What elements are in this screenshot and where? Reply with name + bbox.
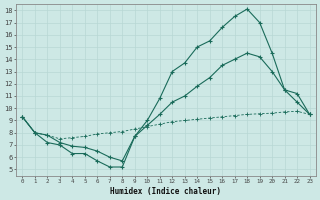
X-axis label: Humidex (Indice chaleur): Humidex (Indice chaleur) [110, 187, 221, 196]
